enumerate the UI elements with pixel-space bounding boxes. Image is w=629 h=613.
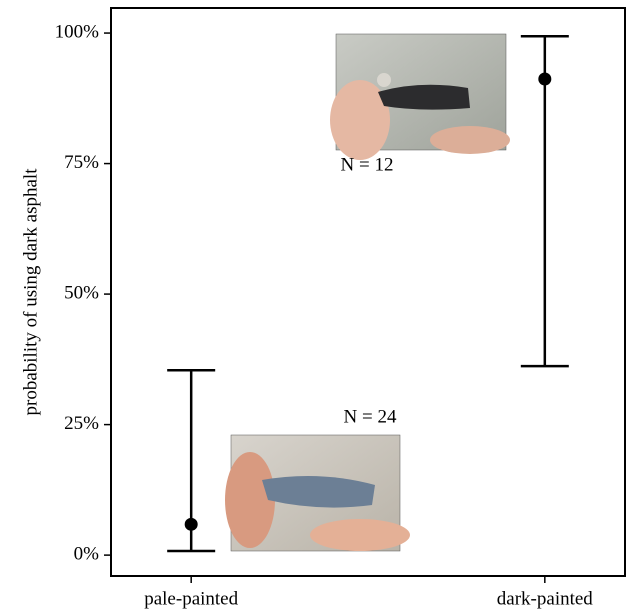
y-tick-label: 50%: [64, 282, 99, 303]
photo-pale: [225, 435, 410, 551]
point: [185, 518, 198, 531]
chart: probability of using dark asphalt N = 12…: [0, 0, 629, 613]
x-tick-label: pale-painted: [144, 588, 238, 609]
y-tick-label: 0%: [74, 543, 100, 564]
photo-dark: [330, 34, 510, 160]
y-axis-label: probability of using dark asphalt: [20, 168, 41, 416]
y-tick-label: 75%: [64, 152, 99, 173]
y-tick-label: 25%: [64, 413, 99, 434]
y-tick-label: 100%: [55, 21, 100, 42]
point: [538, 73, 551, 86]
annotation: N = 12: [341, 154, 394, 175]
annotation: N = 24: [344, 406, 397, 427]
x-tick-label: dark-painted: [497, 588, 594, 609]
